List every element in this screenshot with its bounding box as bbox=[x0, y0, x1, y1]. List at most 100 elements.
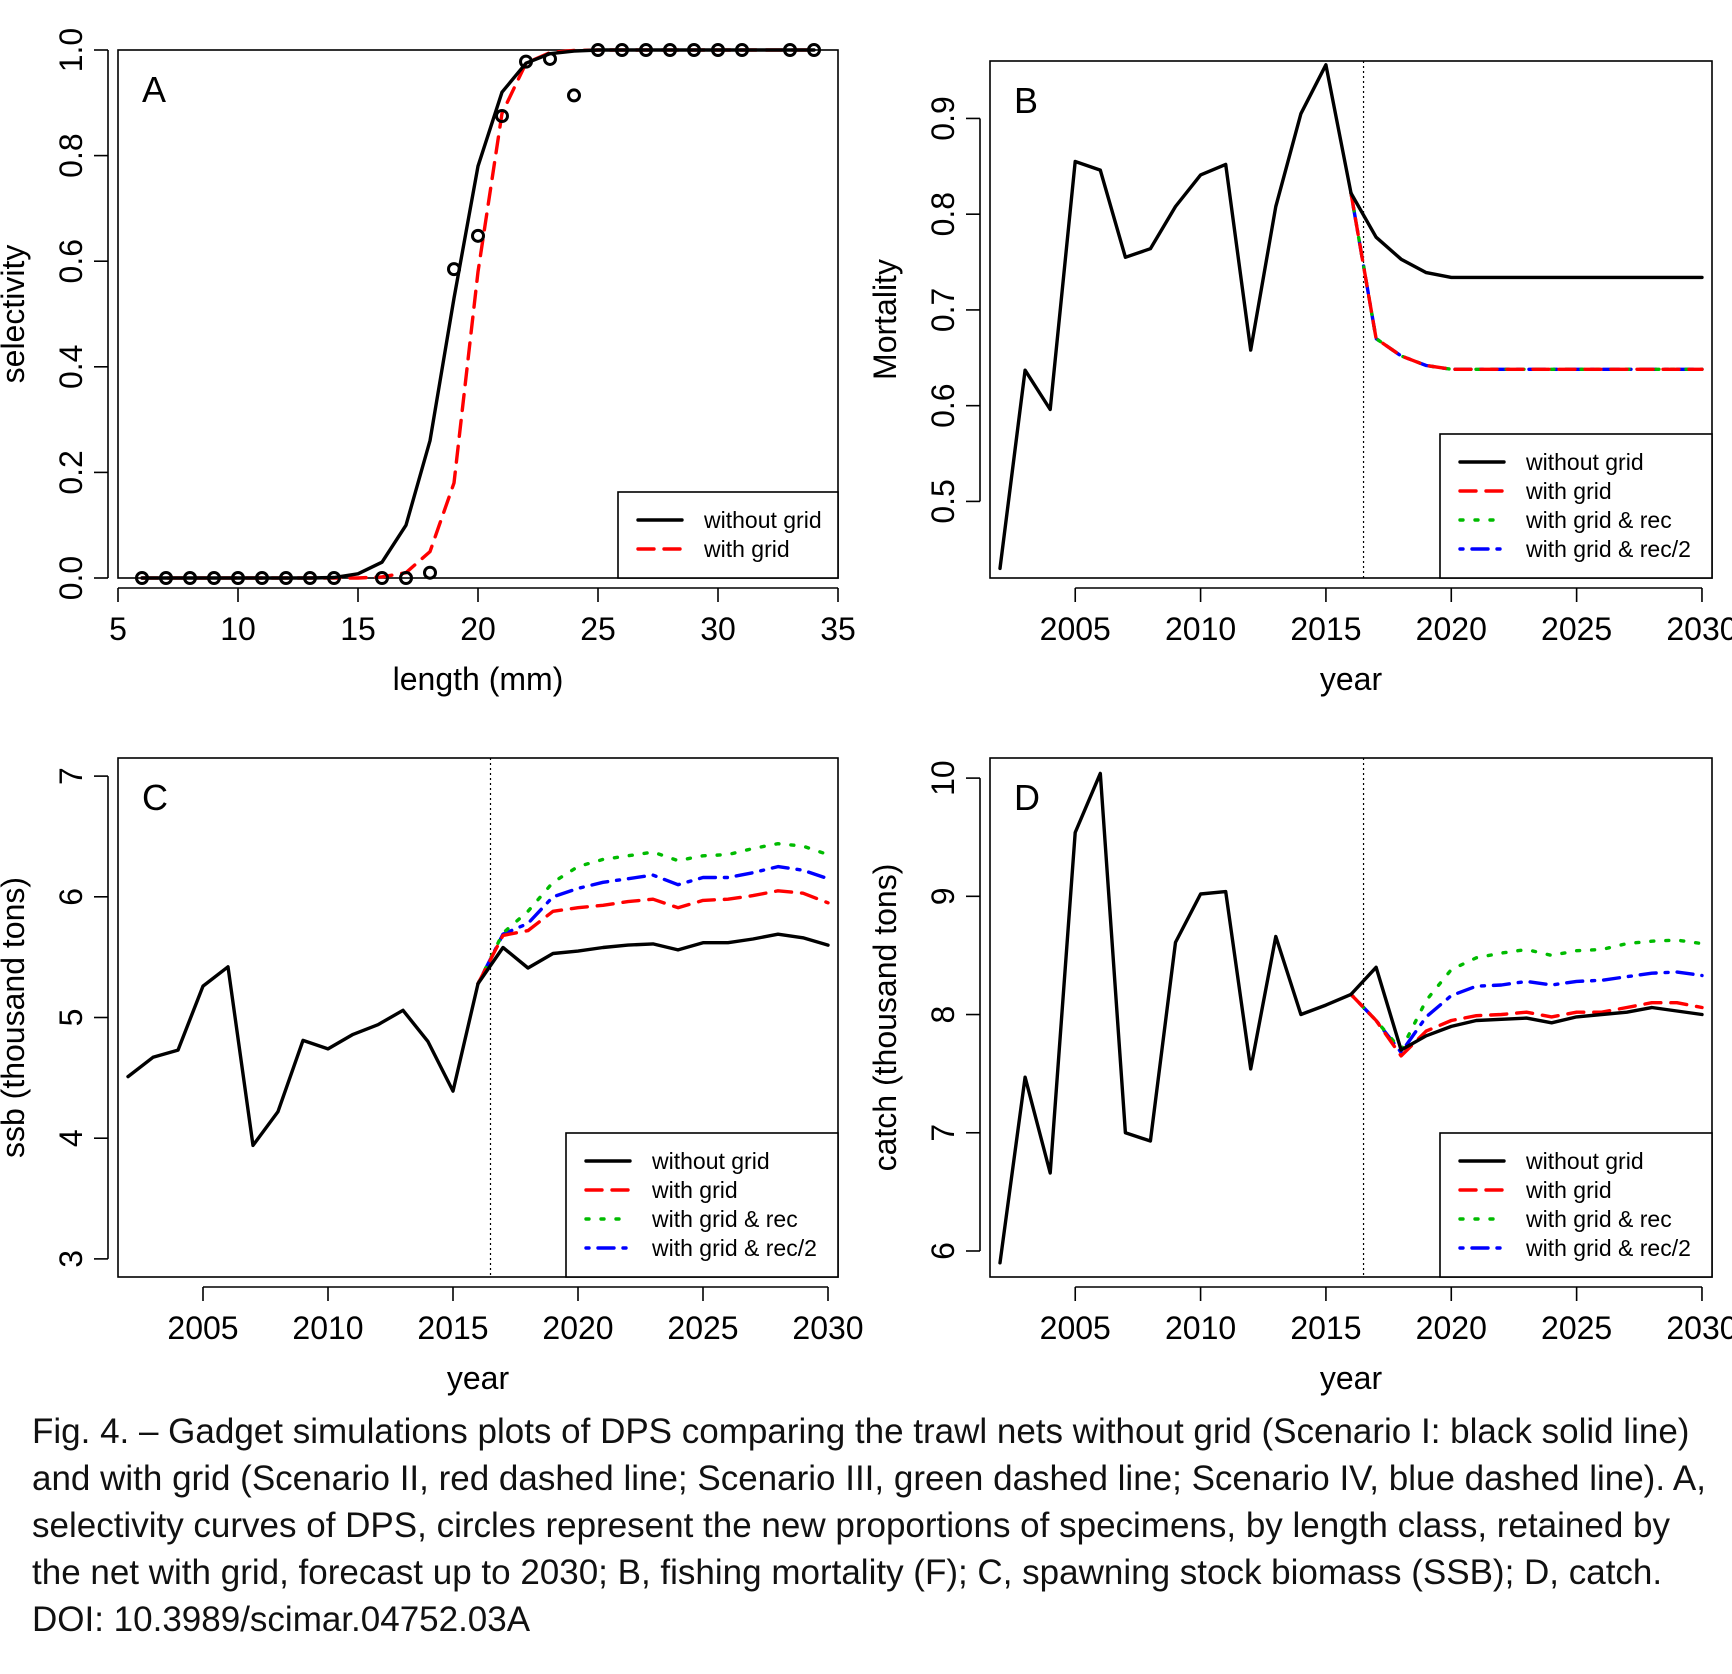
data-point bbox=[231, 571, 245, 585]
x-tick-label: 2025 bbox=[1541, 611, 1612, 647]
legend-label: without grid bbox=[1525, 449, 1644, 475]
data-point bbox=[663, 43, 677, 57]
y-tick-label: 3 bbox=[53, 1250, 89, 1268]
x-axis: 5 10 15 20 25 30 35 bbox=[109, 587, 856, 647]
legend-label: with grid bbox=[1525, 1177, 1612, 1203]
data-point bbox=[279, 571, 293, 585]
y-tick-label: 0.6 bbox=[53, 239, 89, 283]
y-axis: 6 7 8 9 10 bbox=[925, 760, 981, 1260]
legend-label: with grid bbox=[651, 1177, 738, 1203]
legend-label: without grid bbox=[1525, 1148, 1644, 1174]
x-tick-label: 2030 bbox=[1666, 1310, 1732, 1346]
y-axis-label: Mortality bbox=[867, 259, 903, 380]
data-point bbox=[159, 571, 173, 585]
data-point bbox=[183, 571, 197, 585]
series-line-without-grid bbox=[998, 63, 1704, 571]
series-line-with-grid-rec-2 bbox=[1349, 191, 1704, 371]
x-tick-label: 2010 bbox=[292, 1310, 363, 1346]
x-tick-label: 2010 bbox=[1165, 611, 1236, 647]
y-axis-label: selectivity bbox=[0, 245, 31, 384]
data-point bbox=[255, 571, 269, 585]
chart-panel-c: 2005 2010 2015 2020 2025 2030 year 3 4 5 6 7 ssb (th… bbox=[0, 757, 864, 1396]
y-tick-label: 5 bbox=[53, 1009, 89, 1027]
legend: without grid with grid with grid & rec with… bbox=[1439, 433, 1713, 579]
series-line-with-grid-rec bbox=[1349, 938, 1704, 1052]
y-axis: 3 4 5 6 7 bbox=[53, 767, 109, 1268]
panel-label: A bbox=[142, 69, 166, 110]
legend: without grid with grid with grid & rec with… bbox=[565, 1132, 839, 1278]
panel-label: C bbox=[142, 777, 168, 818]
x-tick-label: 2015 bbox=[1290, 1310, 1361, 1346]
series-line-with-grid-rec bbox=[476, 842, 830, 986]
series-line-with-grid-rec-2 bbox=[1349, 970, 1704, 1055]
plot-frame bbox=[117, 49, 839, 579]
series-line-with-grid-rec bbox=[1349, 191, 1704, 371]
series-line-without-grid bbox=[126, 932, 830, 1148]
legend-label: without grid bbox=[703, 507, 822, 533]
y-tick-label: 0.6 bbox=[925, 383, 961, 427]
y-tick-label: 8 bbox=[925, 1006, 961, 1024]
y-tick-label: 6 bbox=[925, 1242, 961, 1260]
legend-label: with grid & rec/2 bbox=[1525, 1235, 1691, 1261]
y-tick-label: 0.8 bbox=[53, 133, 89, 177]
y-tick-label: 0.7 bbox=[925, 288, 961, 332]
plot-frame bbox=[117, 757, 839, 1278]
legend-label: with grid & rec bbox=[1525, 507, 1672, 533]
data-point bbox=[447, 262, 461, 277]
x-tick-label: 2010 bbox=[1165, 1310, 1236, 1346]
x-tick-label: 15 bbox=[340, 611, 376, 647]
legend-label: with grid & rec/2 bbox=[1525, 536, 1691, 562]
y-tick-label: 0.2 bbox=[53, 450, 89, 494]
x-tick-label: 2020 bbox=[1416, 611, 1487, 647]
data-point bbox=[423, 565, 437, 580]
legend: without grid with grid bbox=[617, 491, 839, 579]
x-tick-label: 2030 bbox=[1666, 611, 1732, 647]
y-tick-label: 7 bbox=[925, 1124, 961, 1142]
y-axis: 0.0 0.2 0.4 0.6 0.8 1.0 bbox=[53, 28, 109, 600]
x-tick-label: 2020 bbox=[542, 1310, 613, 1346]
legend-box bbox=[565, 1132, 839, 1278]
x-tick-label: 2020 bbox=[1416, 1310, 1487, 1346]
x-axis: 2005 2010 2015 2020 2025 2030 bbox=[1040, 587, 1732, 647]
y-axis: 0.5 0.6 0.7 0.8 0.9 bbox=[925, 96, 981, 524]
data-point bbox=[207, 571, 221, 585]
x-axis-label: year bbox=[1320, 1360, 1383, 1396]
x-tick-label: 2025 bbox=[667, 1310, 738, 1346]
legend-label: with grid & rec bbox=[651, 1206, 798, 1232]
y-tick-label: 0.0 bbox=[53, 556, 89, 600]
series-line-with-grid bbox=[1349, 191, 1704, 371]
x-axis-label: year bbox=[1320, 661, 1383, 697]
legend-label: with grid bbox=[703, 536, 790, 562]
data-point bbox=[807, 43, 821, 57]
x-tick-label: 20 bbox=[460, 611, 496, 647]
x-tick-label: 5 bbox=[109, 611, 127, 647]
panel-label: B bbox=[1014, 80, 1038, 121]
data-point bbox=[591, 43, 605, 57]
x-tick-label: 2015 bbox=[1290, 611, 1361, 647]
data-point bbox=[711, 43, 725, 57]
y-tick-label: 10 bbox=[925, 760, 961, 796]
x-tick-label: 35 bbox=[820, 611, 856, 647]
series-line-without-grid bbox=[140, 48, 816, 580]
data-point bbox=[135, 571, 149, 585]
y-axis-label: catch (thousand tons) bbox=[867, 864, 903, 1172]
data-point bbox=[687, 43, 701, 57]
x-axis-label: length (mm) bbox=[393, 661, 564, 697]
data-point bbox=[567, 88, 581, 103]
legend-box bbox=[617, 491, 839, 579]
x-axis: 2005 2010 2015 2020 2025 2030 bbox=[1040, 1286, 1732, 1346]
chart-panel-a: 5 10 15 20 25 30 35 length (mm) 0.0 0.2 0.4 0.6 0.8 1… bbox=[0, 28, 856, 697]
data-point bbox=[375, 571, 389, 585]
x-tick-label: 2030 bbox=[792, 1310, 863, 1346]
chart-panel-b: 2005 2010 2015 2020 2025 2030 year 0.5 0.6 0.7 0.8… bbox=[867, 60, 1732, 697]
figure-caption: Fig. 4. – Gadget simulations plots of DP… bbox=[32, 1412, 1706, 1639]
data-point bbox=[543, 51, 557, 66]
y-tick-label: 0.8 bbox=[925, 192, 961, 236]
x-tick-label: 2015 bbox=[417, 1310, 488, 1346]
data-point bbox=[471, 228, 485, 243]
y-tick-label: 0.9 bbox=[925, 96, 961, 140]
legend-label: with grid & rec/2 bbox=[651, 1235, 817, 1261]
plot-frame bbox=[989, 757, 1713, 1278]
x-tick-label: 10 bbox=[220, 611, 256, 647]
